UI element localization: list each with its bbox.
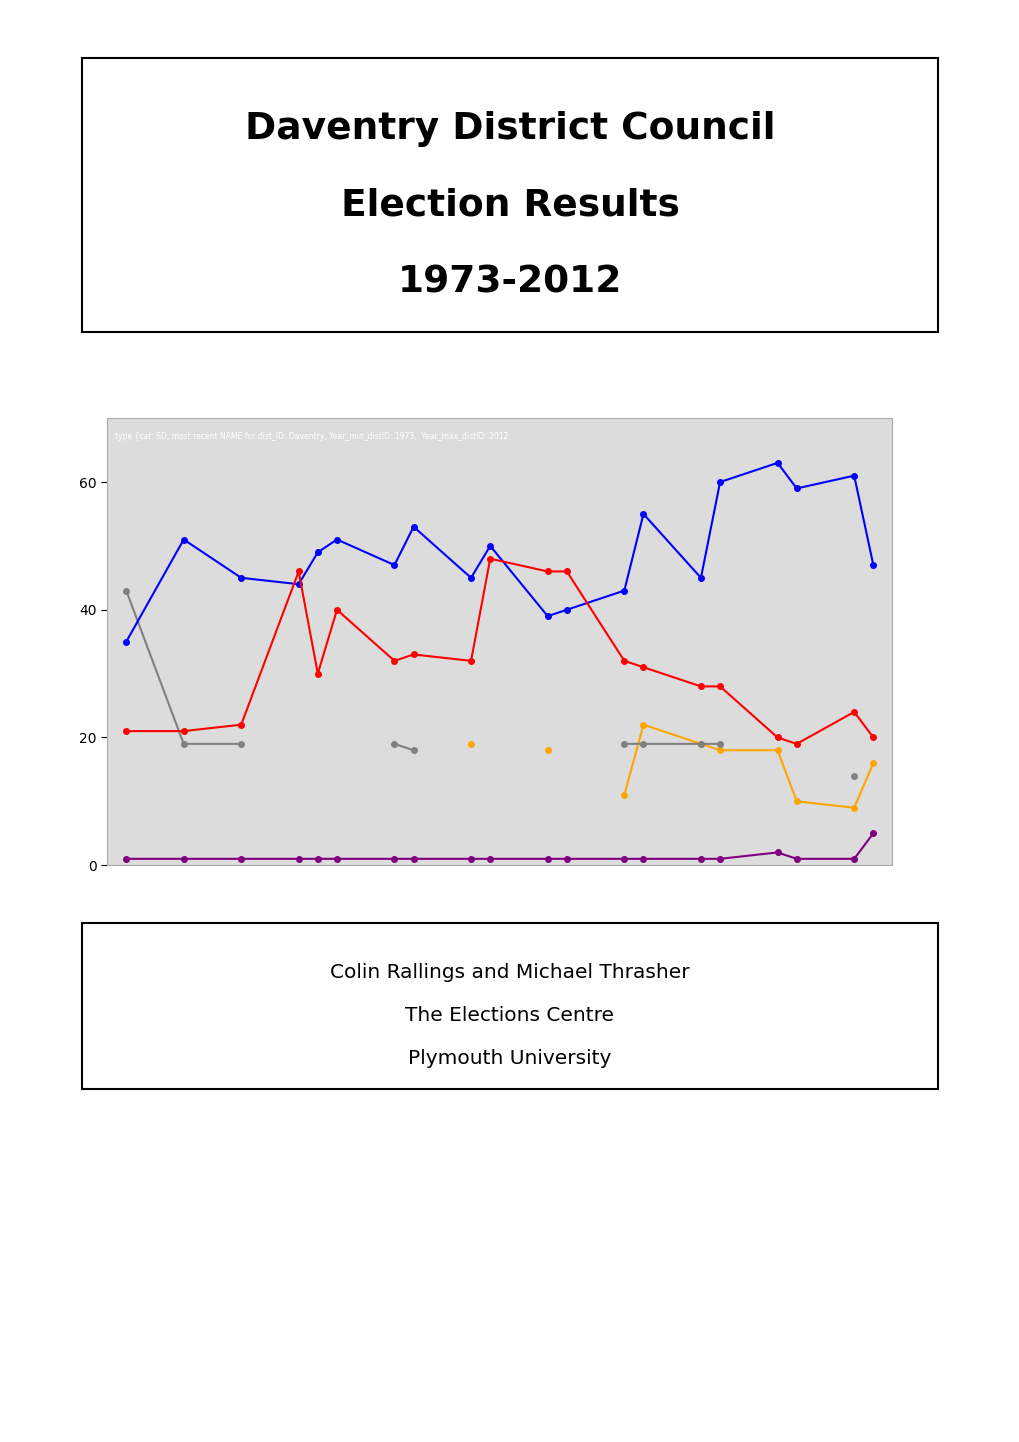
FancyBboxPatch shape xyxy=(82,923,937,1089)
FancyBboxPatch shape xyxy=(82,58,937,332)
Text: The Elections Centre: The Elections Centre xyxy=(406,1007,613,1025)
Text: 1973-2012: 1973-2012 xyxy=(397,264,622,300)
Text: Election Results: Election Results xyxy=(340,187,679,224)
Text: Daventry District Council: Daventry District Council xyxy=(245,111,774,147)
Text: Colin Rallings and Michael Thrasher: Colin Rallings and Michael Thrasher xyxy=(330,963,689,982)
Text: type {cat: SD, most recent NAME for dist_ID: Daventry, Year_min_distID: 1973,  Y: type {cat: SD, most recent NAME for dist… xyxy=(115,431,507,441)
Text: Plymouth University: Plymouth University xyxy=(408,1050,611,1069)
